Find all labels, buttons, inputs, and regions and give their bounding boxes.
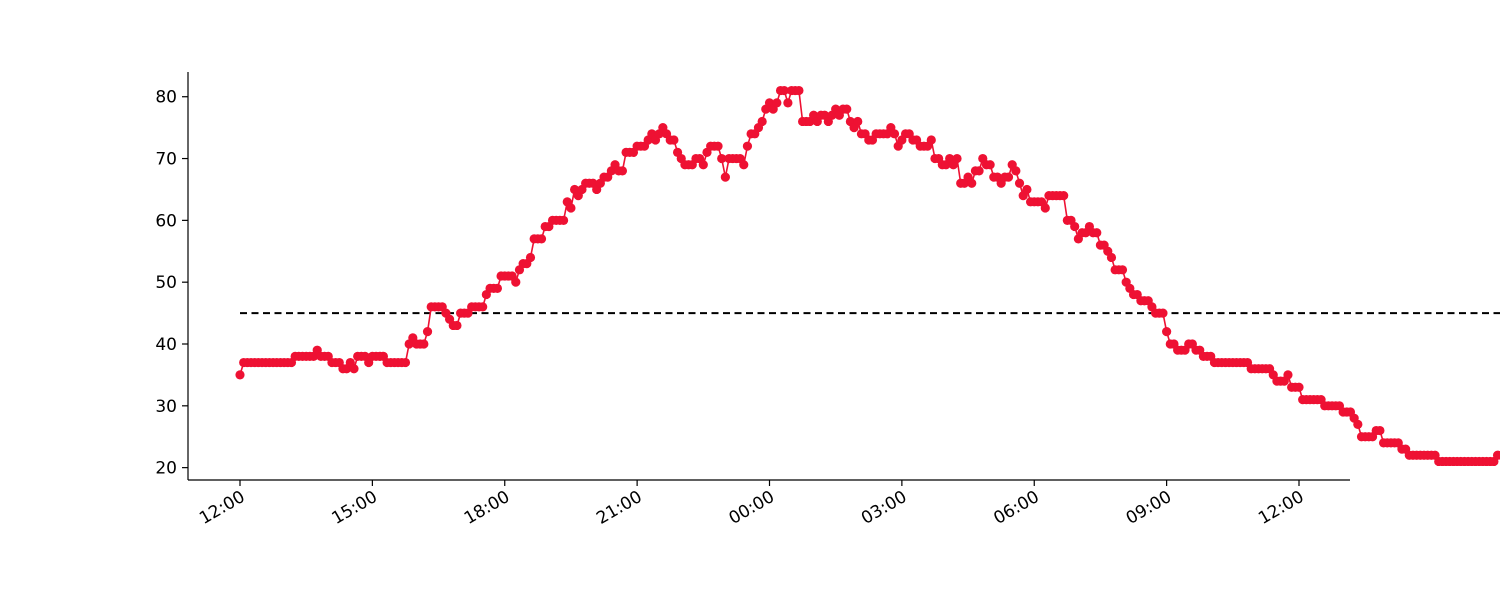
data-point: [1022, 184, 1032, 195]
series-line: [239, 89, 1500, 463]
data-point: [742, 141, 753, 151]
data-point: [794, 85, 804, 96]
data-point: [1106, 252, 1117, 263]
data-point: [558, 215, 569, 225]
data-point: [1003, 172, 1014, 182]
x-tick-label: 03:00: [858, 487, 910, 529]
data-point: [1283, 370, 1293, 380]
x-tick-label: 12:00: [196, 487, 248, 529]
data-point: [669, 135, 679, 145]
data-point: [478, 302, 488, 312]
x-ticks: 12:00 15:00 18:00 21:00 00:00 03:00 06:00 09:00…: [196, 480, 1308, 529]
data-point: [400, 357, 411, 368]
data-point: [1117, 265, 1128, 275]
data-point: [492, 283, 502, 293]
data-point: [617, 166, 628, 176]
y-ticks: 20 30 40 50 60 70 80: [155, 88, 188, 479]
y-tick-label: 50: [155, 273, 177, 293]
data-point: [1353, 419, 1363, 429]
data-point: [1070, 221, 1080, 232]
data-point: [1011, 166, 1021, 176]
axes: [187, 72, 1350, 481]
data-point: [713, 141, 723, 151]
data-point: [235, 370, 245, 380]
data-point: [720, 172, 730, 182]
y-tick-label: 80: [155, 88, 177, 108]
data-point: [772, 98, 782, 108]
x-tick-label: 21:00: [593, 487, 645, 529]
data-point: [1496, 450, 1500, 460]
data-point: [422, 327, 433, 337]
x-tick-label: 06:00: [990, 487, 1042, 529]
data-point: [974, 166, 984, 176]
series-group: [235, 85, 1500, 467]
data-point: [952, 153, 962, 164]
y-tick-label: 20: [155, 459, 177, 479]
x-tick-label: 00:00: [726, 487, 778, 529]
data-point: [1059, 191, 1069, 201]
data-point: [842, 104, 852, 114]
data-point: [698, 160, 708, 170]
data-point: [739, 160, 749, 170]
data-point: [717, 153, 727, 164]
data-point: [853, 116, 863, 127]
data-point: [1162, 327, 1172, 337]
data-point: [419, 339, 429, 349]
data-point: [525, 252, 536, 263]
x-tick-label: 18:00: [461, 487, 513, 529]
data-point: [889, 129, 900, 139]
data-point: [349, 364, 359, 374]
y-tick-label: 30: [155, 397, 177, 417]
data-point: [967, 178, 977, 188]
data-point: [452, 320, 462, 331]
x-tick-label: 15:00: [328, 487, 380, 529]
data-point: [1158, 308, 1168, 318]
data-point: [757, 116, 767, 127]
data-point: [1014, 178, 1025, 188]
data-point: [536, 234, 547, 244]
y-tick-label: 40: [155, 335, 177, 355]
x-tick-label: 09:00: [1123, 487, 1175, 529]
data-point: [1294, 382, 1304, 392]
data-point: [566, 203, 576, 213]
data-point: [783, 98, 793, 108]
data-point: [511, 277, 521, 287]
data-point: [926, 135, 936, 145]
y-tick-label: 60: [155, 211, 177, 231]
x-tick-label: 12:00: [1255, 487, 1307, 529]
data-point: [1375, 425, 1385, 436]
data-point: [985, 160, 995, 170]
data-point: [1040, 203, 1050, 213]
data-point: [779, 85, 789, 96]
data-point: [1092, 228, 1102, 238]
y-tick-label: 70: [155, 150, 177, 170]
